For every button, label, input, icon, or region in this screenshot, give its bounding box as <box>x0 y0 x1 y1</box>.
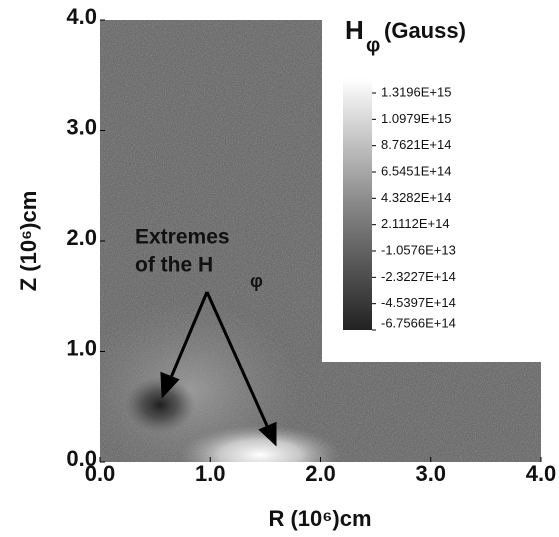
title-symbol: H <box>345 15 364 45</box>
y-axis-label: Z (10⁶)cm <box>16 191 41 292</box>
y-tick-label: 0.0 <box>66 446 97 471</box>
colorbar-tick-label: 8.7621E+14 <box>381 137 451 152</box>
colorbar-tick-label: 1.0979E+15 <box>381 111 451 126</box>
x-tick-label: 0.0 <box>85 461 116 486</box>
y-tick-label: 1.0 <box>66 335 97 360</box>
colorbar-title: H φ (Gauss) <box>345 15 466 56</box>
colorbar-tick-label: 2.1112E+14 <box>381 216 450 231</box>
annotation-line: of the H <box>135 254 213 277</box>
colorbar-tick-label: -2.3227E+14 <box>381 269 456 284</box>
colorbar-tick-label: -4.5397E+14 <box>381 295 456 310</box>
colorbar-tick-label: -6.7566E+14 <box>381 315 456 330</box>
y-tick-label: 2.0 <box>66 225 97 250</box>
colorbar-tick-label: 1.3196E+15 <box>381 84 451 99</box>
colorbar-tick-label: -1.0576E+13 <box>381 242 456 257</box>
x-tick-label: 1.0 <box>195 461 226 486</box>
colorbar <box>343 78 372 330</box>
y-tick-label: 3.0 <box>66 114 97 139</box>
y-tick-label: 4.0 <box>66 4 97 29</box>
x-axis-label: R (10⁶)cm <box>268 506 371 531</box>
title-subscript: φ <box>366 34 380 56</box>
arrows <box>160 291 277 447</box>
colorbar-tick-label: 6.5451E+14 <box>381 163 451 178</box>
colorbar-tick-label: 4.3282E+14 <box>381 190 451 205</box>
title-unit: (Gauss) <box>384 18 466 43</box>
field <box>100 20 541 462</box>
x-tick-label: 2.0 <box>305 461 336 486</box>
annotation-line: Extremes <box>135 226 230 249</box>
x-tick-label: 3.0 <box>415 461 446 486</box>
annotation-subscript: φ <box>250 271 263 291</box>
x-tick-label: 4.0 <box>526 461 557 486</box>
